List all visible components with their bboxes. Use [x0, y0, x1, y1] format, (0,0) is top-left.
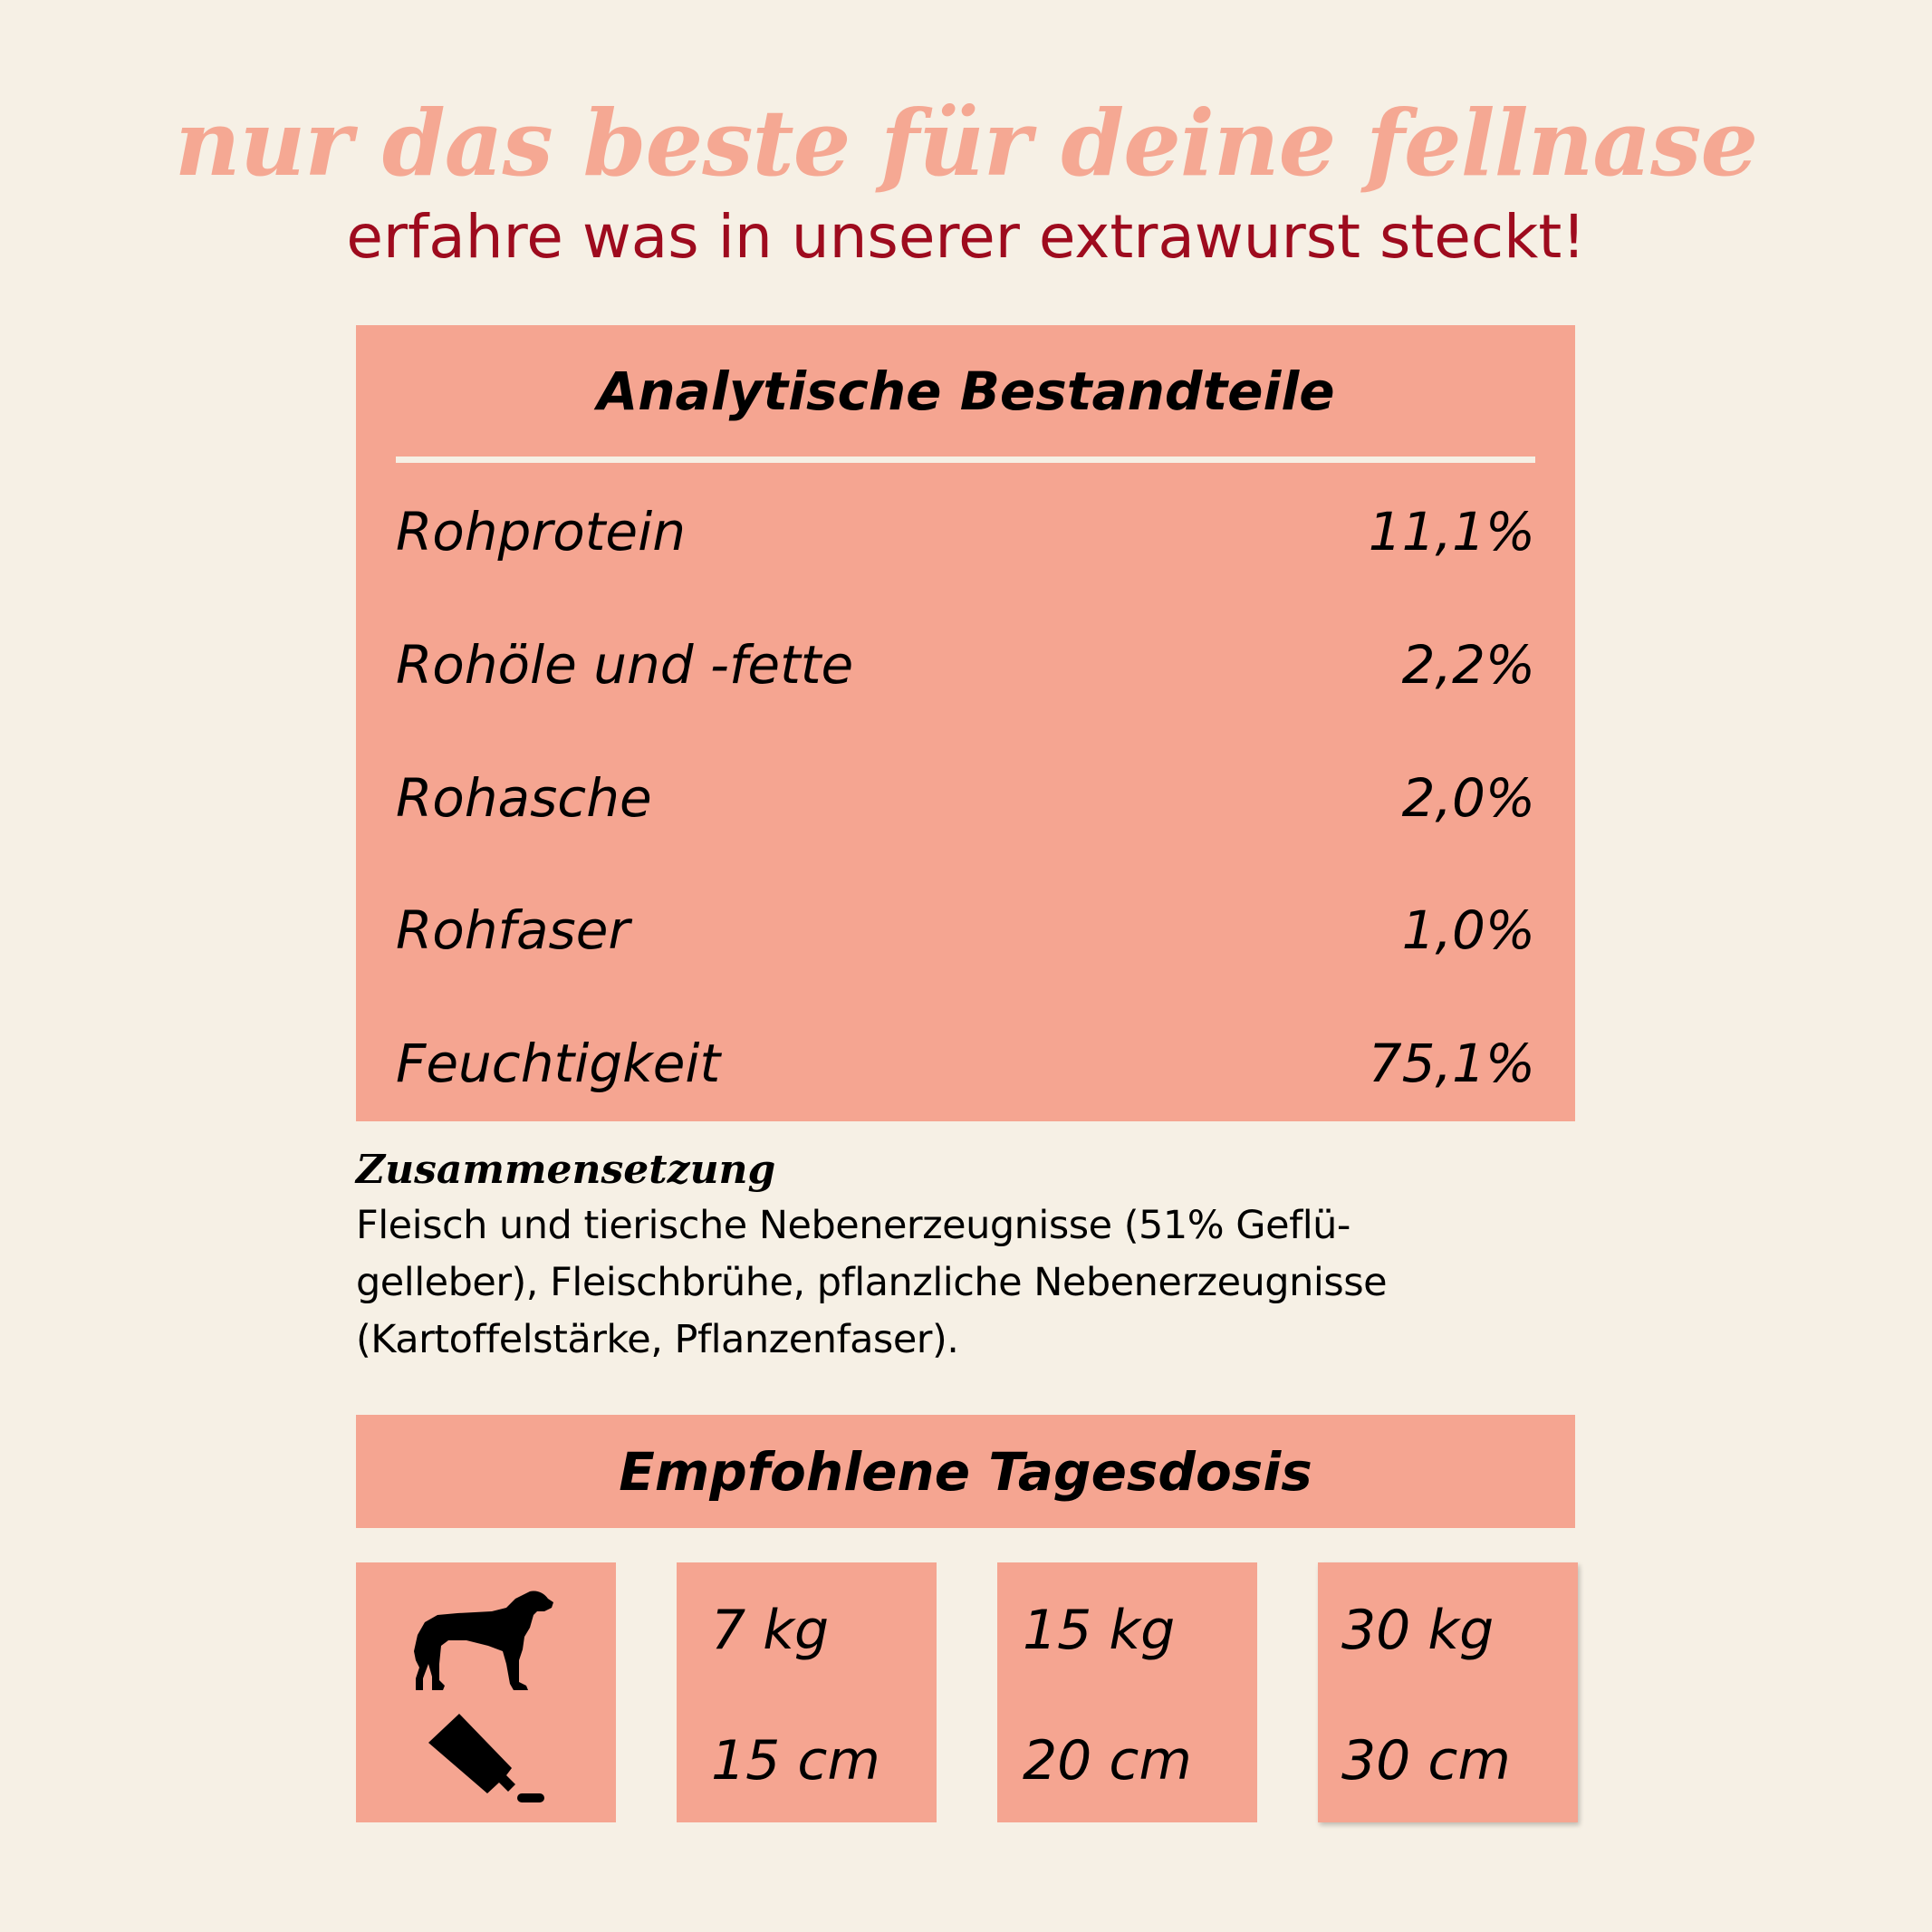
- analytics-divider: [396, 457, 1535, 463]
- page-headline: nur das beste für deine fellnase: [174, 90, 1758, 197]
- nutrient-row: Rohprotein 11,1%: [396, 495, 1535, 568]
- sausage-length: 15 cm: [711, 1729, 880, 1793]
- composition-line: Fleisch und tierische Nebenerzeugnisse (…: [356, 1203, 1350, 1248]
- nutrient-label: Rohprotein: [396, 501, 686, 562]
- page-subheadline: erfahre was in unserer extrawurst steckt…: [346, 202, 1586, 272]
- dosage-header: Empfohlene Tagesdosis: [356, 1415, 1575, 1528]
- composition-line: gelleber), Fleischbrühe, pflanzliche Neb…: [356, 1260, 1388, 1305]
- sausage-length: 30 cm: [1341, 1729, 1511, 1793]
- nutrient-row: Rohfaser 1,0%: [396, 894, 1535, 966]
- nutrient-value: 2,2%: [1401, 634, 1535, 696]
- dosage-card: 15 kg 20 cm: [997, 1562, 1257, 1822]
- nutrient-label: Feuchtigkeit: [396, 1033, 721, 1094]
- nutrient-label: Rohfaser: [396, 899, 630, 961]
- nutrient-value: 11,1%: [1368, 501, 1535, 562]
- dog-weight: 7 kg: [711, 1599, 830, 1662]
- sausage-icon: [428, 1714, 544, 1802]
- nutrient-value: 2,0%: [1401, 767, 1535, 829]
- dosage-card: 30 kg 30 cm: [1318, 1562, 1578, 1822]
- dog-weight: 30 kg: [1341, 1599, 1495, 1662]
- dosage-title: Empfohlene Tagesdosis: [619, 1440, 1312, 1503]
- analytics-title: Analytische Bestandteile: [597, 360, 1335, 422]
- dog-weight: 15 kg: [1023, 1599, 1176, 1662]
- dog-icon: [414, 1591, 553, 1690]
- nutrient-row: Rohöle und -fette 2,2%: [396, 629, 1535, 701]
- nutrient-value: 1,0%: [1401, 899, 1535, 961]
- sausage-length: 20 cm: [1023, 1729, 1192, 1793]
- analytics-panel: Rohprotein 11,1% Rohöle und -fette 2,2% …: [356, 325, 1575, 1121]
- dosage-card: 7 kg 15 cm: [677, 1562, 937, 1822]
- nutrient-row: Rohasche 2,0%: [396, 762, 1535, 834]
- nutrient-value: 75,1%: [1368, 1033, 1535, 1094]
- composition-title: Zusammensetzung: [356, 1147, 776, 1193]
- nutrient-label: Rohasche: [396, 767, 652, 829]
- nutrient-row: Feuchtigkeit 75,1%: [396, 1027, 1535, 1100]
- dosage-icon-card: [356, 1562, 616, 1822]
- nutrient-label: Rohöle und -fette: [396, 634, 854, 696]
- composition-line: (Kartoffelstärke, Pflanzenfaser).: [356, 1317, 959, 1362]
- composition-section: Zusammensetzung Fleisch und tierische Ne…: [356, 1143, 1588, 1369]
